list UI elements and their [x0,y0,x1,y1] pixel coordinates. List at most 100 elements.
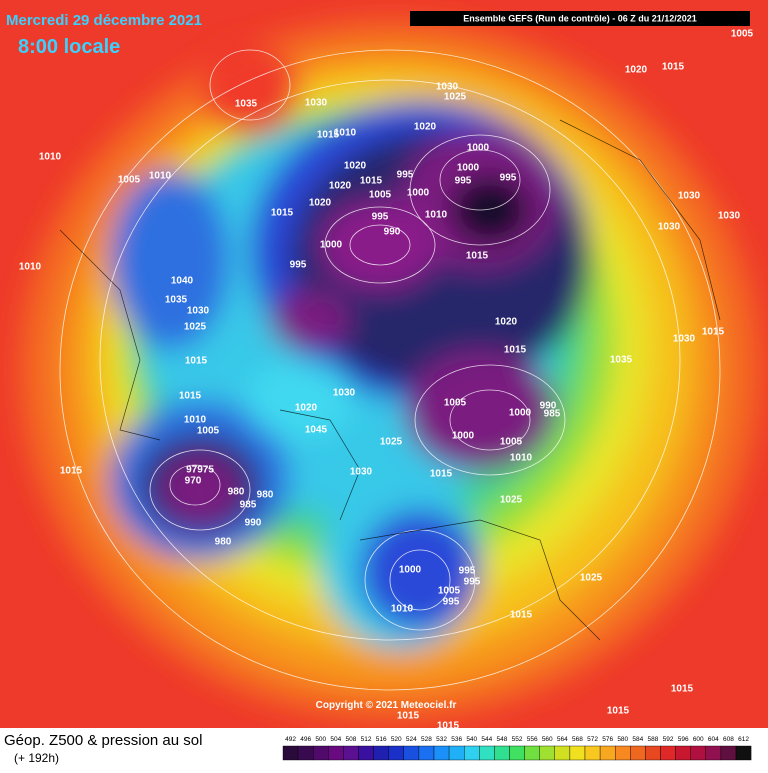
scale-swatch [705,745,722,761]
scale-swatch [660,745,676,761]
pressure-label: 1015 [397,711,420,722]
pressure-label: 1005 [369,190,392,201]
scale-swatch [539,745,556,761]
pressure-label: 1020 [625,65,648,76]
scale-swatch [675,745,691,761]
scale-swatch [554,745,571,761]
pressure-label: 995 [290,260,307,271]
scale-swatch [494,745,510,761]
pressure-label: 1020 [309,198,332,209]
pressure-label: 1015 [466,251,489,262]
pressure-label: 1015 [360,176,383,187]
scale-label: 520 [391,736,402,743]
scale-label: 556 [527,736,538,743]
scale-swatch [630,745,646,761]
pressure-label: 1030 [678,191,701,202]
scale-swatch [509,745,525,761]
scale-label: 572 [587,736,598,743]
scale-label: 564 [557,736,568,743]
run-box [410,11,750,26]
pressure-label: 1010 [425,210,448,221]
pressure-label: 1035 [610,355,633,366]
pressure-label: 1005 [118,175,141,186]
scale-label: 492 [285,736,296,743]
scale-label: 496 [300,736,311,743]
pressure-label: 1025 [444,92,467,103]
footer-lead: (+ 192h) [14,751,59,765]
scale-swatch [373,745,389,761]
scale-label: 504 [330,736,341,743]
scale-label: 608 [723,736,734,743]
pressure-label: 990 [245,518,262,529]
pressure-label: 1010 [19,262,42,273]
scale-swatch [448,745,465,761]
scale-swatch [418,745,435,761]
pressure-label: 1010 [184,415,207,426]
pressure-label: 1000 [407,188,430,199]
pressure-label: 980 [215,537,232,548]
scale-label: 500 [315,736,326,743]
pressure-label: 1000 [457,163,480,174]
pressure-label: 1030 [350,467,373,478]
scale-label: 524 [406,736,417,743]
scale-label: 576 [602,736,613,743]
pressure-label: 1015 [607,706,630,717]
scale-swatch [690,745,707,761]
scale-swatch [433,745,450,761]
color-scale: 492 496 500 504 508 512 516 520 524 528 532 536 540 5… [282,736,752,761]
footer-title: Géop. Z500 & pression au sol [4,732,202,749]
isobars [59,49,721,691]
pressure-label: 1015 [179,391,202,402]
scale-label: 612 [738,736,749,743]
pressure-label: 995 [443,597,460,608]
pressure-label: 1005 [438,586,461,597]
pressure-label: 97975 [186,465,214,476]
pressure-label: 1015 [702,327,725,338]
pressure-label: 990 [540,401,557,412]
pressure-label: 1000 [399,565,422,576]
scale-swatch [735,745,752,761]
pressure-labels: 1005 1020 1015 1030 1025 1035 1030 1015 1010 1020… [19,29,754,732]
pressure-label: 1015 [671,684,694,695]
pressure-label: 995 [500,173,517,184]
scale-swatch [645,745,661,761]
pressure-label: 995 [459,566,476,577]
scale-label: 580 [617,736,628,743]
pressure-label: 1005 [500,437,523,448]
scale-swatch [720,745,737,761]
scale-label: 584 [632,736,643,743]
pressure-label: 985 [240,500,257,511]
run-info: Ensemble GEFS (Run de contrôle) - 06 Z d… [463,13,697,23]
scale-label: 540 [466,736,477,743]
pressure-label: 1030 [673,334,696,345]
pressure-label: 995 [372,212,389,223]
pressure-label: 1015 [271,208,294,219]
pressure-label: 1030 [718,211,741,222]
scale-swatch [524,745,540,761]
pressure-label: 1035 [235,99,258,110]
pressure-label: 1010 [39,152,62,163]
pressure-label: 1045 [305,425,328,436]
scale-swatch [282,745,299,761]
scale-label: 604 [708,736,719,743]
scale-swatch [584,745,601,761]
pressure-label: 1030 [658,222,681,233]
pressure-label: 1025 [500,495,523,506]
scale-label: 548 [497,736,508,743]
coastlines [59,119,721,641]
pressure-label: 1025 [580,573,603,584]
scale-label: 544 [481,736,492,743]
pressure-label: 980 [257,490,274,501]
scale-label: 528 [421,736,432,743]
pressure-label: 1015 [317,130,340,141]
scale-label: 552 [512,736,523,743]
pressure-label: 1015 [185,356,208,367]
pressure-label: 1030 [187,306,210,317]
pressure-label: 1015 [430,469,453,480]
scale-label: 536 [451,736,462,743]
pressure-label: 990 [384,227,401,238]
scale-label: 532 [436,736,447,743]
scale-label: 512 [361,736,372,743]
pressure-label: 1020 [495,317,518,328]
